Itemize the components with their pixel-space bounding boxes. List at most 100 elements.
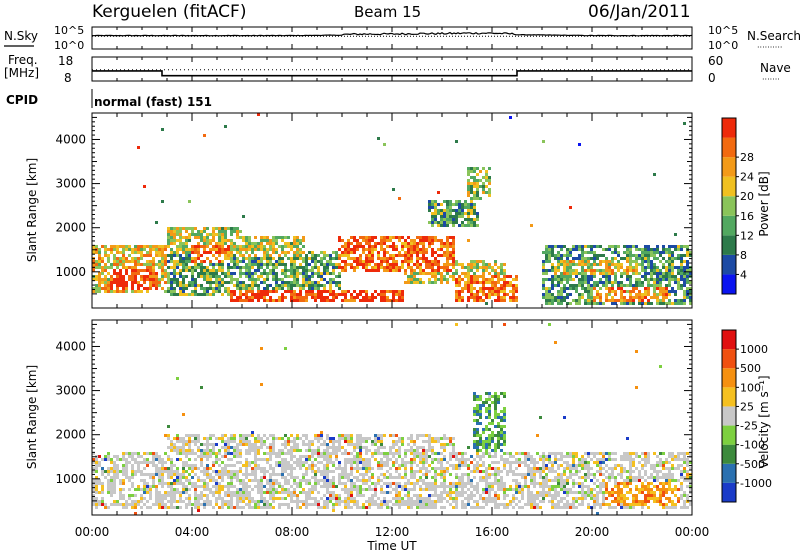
power-cell xyxy=(578,272,581,275)
velocity-cell xyxy=(350,488,353,491)
power-cell xyxy=(662,293,665,296)
power-cell xyxy=(461,290,464,293)
power-cell xyxy=(680,272,683,275)
power-cell xyxy=(455,263,458,266)
power-cell xyxy=(119,260,122,263)
power-cell xyxy=(317,284,320,287)
power-cell xyxy=(476,275,479,278)
power-cell xyxy=(377,257,380,260)
velocity-cell xyxy=(356,452,359,455)
power-cell xyxy=(245,290,248,293)
power-colorbar-swatch xyxy=(722,274,736,294)
power-cell xyxy=(515,278,518,281)
velocity-cell xyxy=(491,395,494,398)
velocity-cell xyxy=(104,455,107,458)
velocity-cell xyxy=(317,491,320,494)
power-cell xyxy=(578,284,581,287)
power-cell xyxy=(386,266,389,269)
power-cell xyxy=(101,278,104,281)
velocity-cell xyxy=(389,452,392,455)
velocity-cell xyxy=(284,491,287,494)
power-cell xyxy=(599,293,602,296)
power-cell xyxy=(473,218,476,221)
velocity-cell xyxy=(347,473,350,476)
power-cell xyxy=(476,299,479,302)
velocity-cell xyxy=(155,464,158,467)
power-cell xyxy=(230,278,233,281)
velocity-cell xyxy=(140,506,143,509)
power-cell xyxy=(182,284,185,287)
power-cell xyxy=(260,293,263,296)
velocity-cell xyxy=(290,440,293,443)
velocity-cell xyxy=(350,467,353,470)
velocity-cell xyxy=(269,485,272,488)
power-cell xyxy=(233,248,236,251)
velocity-cell xyxy=(203,500,206,503)
power-cell xyxy=(248,290,251,293)
velocity-cell xyxy=(413,476,416,479)
velocity-cell xyxy=(395,494,398,497)
velocity-cell xyxy=(419,461,422,464)
power-cell xyxy=(218,263,221,266)
velocity-cell xyxy=(287,464,290,467)
power-cell xyxy=(332,296,335,299)
power-cell xyxy=(575,269,578,272)
velocity-cell xyxy=(371,482,374,485)
power-cell xyxy=(662,287,665,290)
power-cell xyxy=(395,293,398,296)
velocity-cell xyxy=(134,470,137,473)
velocity-cell xyxy=(155,494,158,497)
velocity-cell xyxy=(305,473,308,476)
power-cell xyxy=(209,278,212,281)
power-cell xyxy=(455,212,458,215)
power-cell xyxy=(161,245,164,248)
velocity-cell xyxy=(356,437,359,440)
power-cell xyxy=(293,245,296,248)
velocity-cell xyxy=(464,458,467,461)
velocity-cell xyxy=(491,449,494,452)
power-cell xyxy=(233,230,236,233)
power-cell xyxy=(101,266,104,269)
power-cell xyxy=(209,233,212,236)
power-cell xyxy=(176,233,179,236)
power-cell xyxy=(293,239,296,242)
power-cell xyxy=(542,293,545,296)
power-cell xyxy=(242,272,245,275)
power-cell xyxy=(458,263,461,266)
power-cell xyxy=(503,278,506,281)
power-cell xyxy=(158,245,161,248)
velocity-cell xyxy=(344,506,347,509)
velocity-cell xyxy=(176,467,179,470)
power-cell xyxy=(323,263,326,266)
power-cell xyxy=(629,257,632,260)
power-cell xyxy=(212,269,215,272)
power-cell xyxy=(224,242,227,245)
velocity-cell xyxy=(467,500,470,503)
velocity-cell xyxy=(500,503,503,506)
velocity-cell xyxy=(449,473,452,476)
velocity-cell xyxy=(110,503,113,506)
velocity-cell xyxy=(185,434,188,437)
power-cell xyxy=(653,290,656,293)
velocity-cell xyxy=(182,461,185,464)
power-cell xyxy=(461,212,464,215)
power-cell xyxy=(503,293,506,296)
power-cell xyxy=(467,296,470,299)
velocity-cell xyxy=(386,452,389,455)
power-cell xyxy=(131,275,134,278)
power-cell xyxy=(623,302,626,305)
power-cell xyxy=(377,269,380,272)
velocity-cell xyxy=(221,479,224,482)
power-cell xyxy=(659,284,662,287)
power-cell xyxy=(683,296,686,299)
velocity-cell xyxy=(296,458,299,461)
power-cell xyxy=(479,296,482,299)
power-cell xyxy=(332,272,335,275)
velocity-cell xyxy=(323,449,326,452)
velocity-cell xyxy=(170,443,173,446)
velocity-cell xyxy=(299,485,302,488)
power-cell xyxy=(416,263,419,266)
velocity-cell xyxy=(161,494,164,497)
power-cell xyxy=(317,272,320,275)
velocity-cell xyxy=(332,443,335,446)
